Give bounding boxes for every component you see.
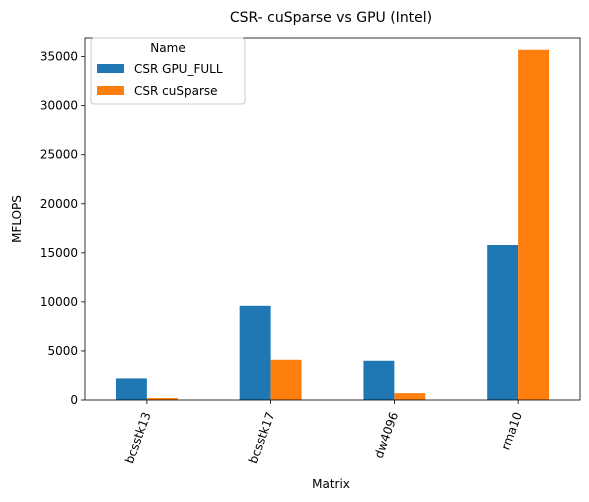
chart-title: CSR- cuSparse vs GPU (Intel) [230, 10, 432, 26]
bar-cusparse-bcsstk13 [146, 398, 178, 400]
x-tick-label: bcsstk13 [122, 410, 154, 465]
bar-cusparse-bcsstk17 [270, 359, 302, 400]
legend-swatch [97, 86, 124, 95]
legend-swatch [97, 64, 124, 73]
legend-box [90, 37, 246, 105]
y-tick-label: 10000 [40, 295, 78, 309]
legend-label: CSR cuSparse [134, 84, 218, 98]
legend-title: Name [150, 41, 185, 55]
x-axis-ticks: bcsstk13 bcsstk17 dw4096 rma10 [122, 400, 525, 465]
x-tick-label: bcsstk17 [246, 410, 278, 465]
legend: Name CSR GPU_FULL CSR cuSparse [90, 37, 246, 105]
bar-gpu-full-dw4096 [363, 360, 395, 400]
legend-label: CSR GPU_FULL [134, 62, 223, 76]
x-axis-label: Matrix [312, 477, 350, 491]
bar-cusparse-dw4096 [394, 393, 426, 400]
y-tick-label: 5000 [47, 344, 78, 358]
y-tick-label: 20000 [40, 197, 78, 211]
y-tick-label: 15000 [40, 246, 78, 260]
y-axis-label: MFLOPS [10, 195, 24, 243]
bars-group [115, 49, 550, 400]
y-tick-label: 35000 [40, 50, 78, 64]
y-tick-label: 30000 [40, 99, 78, 113]
y-tick-label: 0 [70, 393, 78, 407]
y-axis-ticks: 0 5000 10000 15000 20000 25000 30000 35000 [40, 50, 85, 407]
plot-frame [84, 37, 581, 401]
bar-gpu-full-bcsstk17 [239, 305, 271, 400]
bar-cusparse-rma10 [518, 49, 550, 400]
x-tick-label: dw4096 [372, 410, 402, 460]
y-tick-label: 25000 [40, 148, 78, 162]
x-tick-label: rma10 [498, 410, 525, 451]
bar-gpu-full-rma10 [487, 244, 519, 400]
bar-gpu-full-bcsstk13 [115, 378, 147, 400]
